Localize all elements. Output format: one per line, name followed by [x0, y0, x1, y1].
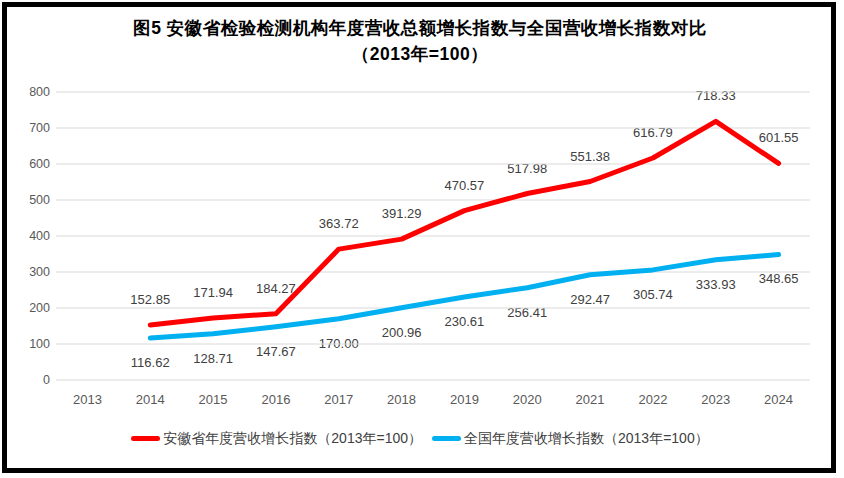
legend-item-national: 全国年度营收增长指数（2013年=100）	[432, 429, 709, 447]
legend-label-national: 全国年度营收增长指数（2013年=100）	[464, 429, 709, 447]
legend-item-anhui: 安徽省年度营收增长指数（2013年=100）	[131, 429, 422, 447]
chart-title-line1: 图5 安徽省检验检测机构年度营收总额增长指数与全国营收增长指数对比	[10, 15, 830, 41]
chart-title: 图5 安徽省检验检测机构年度营收总额增长指数与全国营收增长指数对比 （2013年…	[10, 15, 830, 67]
legend-line-blue-icon	[432, 436, 461, 441]
chart-title-line2: （2013年=100）	[10, 41, 830, 67]
legend: 安徽省年度营收增长指数（2013年=100） 全国年度营收增长指数（2013年=…	[10, 429, 830, 447]
figure: 图5 安徽省检验检测机构年度营收总额增长指数与全国营收增长指数对比 （2013年…	[0, 0, 844, 478]
legend-label-anhui: 安徽省年度营收增长指数（2013年=100）	[163, 429, 422, 447]
legend-line-red-icon	[131, 436, 160, 441]
chart-border	[2, 2, 836, 473]
